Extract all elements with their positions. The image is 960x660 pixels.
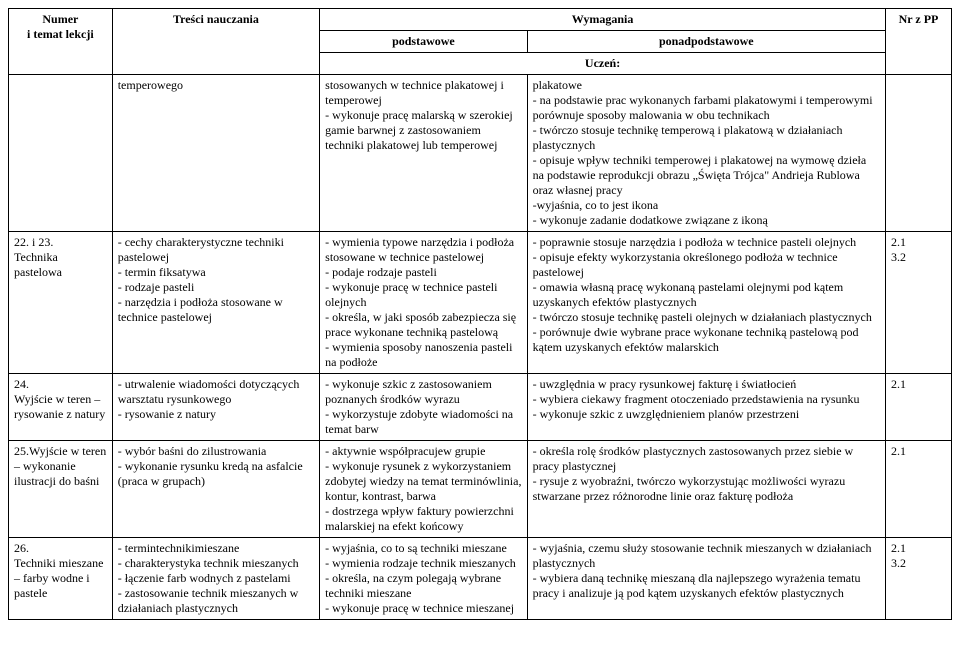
cell-podst: - wymienia typowe narzędzia i podłoża st… (320, 232, 527, 374)
cell-ponad: - uwzględnia w pracy rysunkowej fakturę … (527, 374, 885, 441)
table-row: 26.Techniki mieszane – farby wodne i pas… (9, 538, 952, 620)
table-row: 24.Wyjście w teren – rysowanie z natury … (9, 374, 952, 441)
cell-numer: 24.Wyjście w teren – rysowanie z natury (9, 374, 113, 441)
header-ponad: ponadpodstawowe (527, 31, 885, 53)
cell-tresci: - utrwalenie wiadomości dotyczących wars… (112, 374, 319, 441)
cell-ponad: - wyjaśnia, czemu służy stosowanie techn… (527, 538, 885, 620)
cell-numer: 25.Wyjście w teren – wykonanie ilustracj… (9, 441, 113, 538)
cell-ponad: - poprawnie stosuje narzędzia i podłoża … (527, 232, 885, 374)
cell-podst: stosowanych w technice plakatowej i temp… (320, 75, 527, 232)
cell-numer: 26.Techniki mieszane – farby wodne i pas… (9, 538, 113, 620)
cell-ponad: - określa rolę środków plastycznych zast… (527, 441, 885, 538)
header-uczen: Uczeń: (320, 53, 886, 75)
header-podstawowe: podstawowe (320, 31, 527, 53)
header-numer: Numeri temat lekcji (9, 9, 113, 75)
cell-podst: - aktywnie współpracujew grupie- wykonuj… (320, 441, 527, 538)
cell-tresci: - termintechnikimieszane- charakterystyk… (112, 538, 319, 620)
cell-nr: 2.1 (885, 374, 951, 441)
cell-nr: 2.1 (885, 441, 951, 538)
cell-tresci: temperowego (112, 75, 319, 232)
cell-numer: 22. i 23.Technika pastelowa (9, 232, 113, 374)
cell-numer (9, 75, 113, 232)
header-nr: Nr z PP (885, 9, 951, 75)
cell-nr: 2.13.2 (885, 232, 951, 374)
table-row: temperowego stosowanych w technice plaka… (9, 75, 952, 232)
cell-tresci: - wybór baśni do zilustrowania- wykonani… (112, 441, 319, 538)
cell-nr: 2.13.2 (885, 538, 951, 620)
table-row: 25.Wyjście w teren – wykonanie ilustracj… (9, 441, 952, 538)
cell-tresci: - cechy charakterystyczne techniki paste… (112, 232, 319, 374)
header-wymagania: Wymagania (320, 9, 886, 31)
cell-nr (885, 75, 951, 232)
curriculum-table: Numeri temat lekcji Treści nauczania Wym… (8, 8, 952, 620)
table-body: temperowego stosowanych w technice plaka… (9, 75, 952, 620)
header-tresci: Treści nauczania (112, 9, 319, 75)
table-row: 22. i 23.Technika pastelowa - cechy char… (9, 232, 952, 374)
cell-podst: - wyjaśnia, co to są techniki mieszane- … (320, 538, 527, 620)
cell-podst: - wykonuje szkic z zastosowaniem poznany… (320, 374, 527, 441)
cell-ponad: plakatowe- na podstawie prac wykonanych … (527, 75, 885, 232)
